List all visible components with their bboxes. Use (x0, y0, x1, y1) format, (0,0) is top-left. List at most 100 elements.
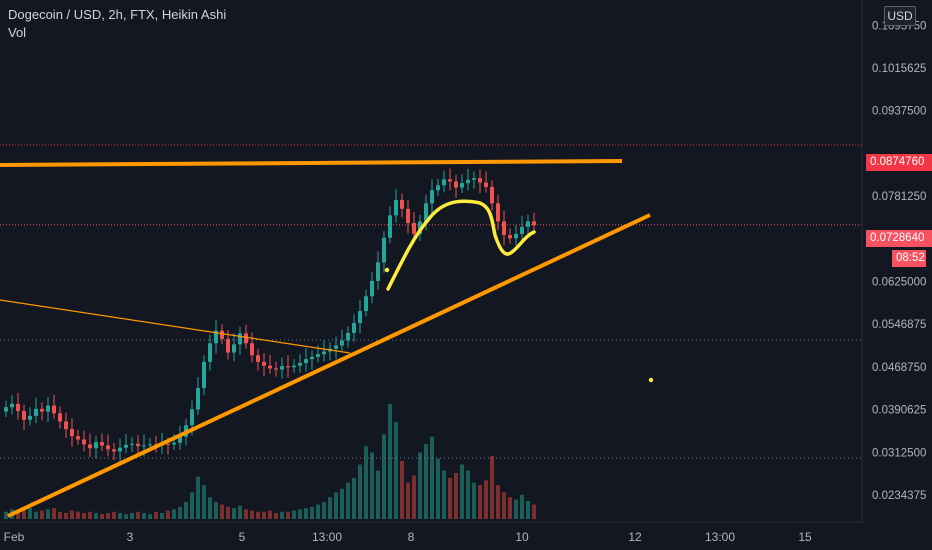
volume-bar (88, 511, 92, 519)
volume-bar (148, 514, 152, 519)
candle-body (46, 405, 50, 412)
yellow-dot (384, 267, 390, 273)
volume-bar (172, 509, 176, 519)
time-axis-tick-label: Feb (4, 530, 25, 544)
volume-bar (22, 510, 26, 519)
candle-body (502, 221, 506, 236)
candle-body (100, 442, 104, 446)
candle-body (214, 330, 218, 344)
symbol-title[interactable]: Dogecoin / USD, 2h, FTX, Heikin Ashi (8, 7, 227, 22)
candle-body (262, 361, 266, 366)
time-axis-tick-label: 5 (239, 530, 246, 544)
candle-body (76, 436, 80, 440)
volume-bar (412, 475, 416, 519)
time-axis-tick-label: 12 (628, 530, 642, 544)
price-axis-tick-label: 0.0625000 (872, 276, 926, 288)
candle-body (430, 190, 434, 204)
candle-body (358, 311, 362, 324)
yellow-dot (648, 377, 654, 383)
candle-body (322, 351, 326, 355)
volume-bars (4, 404, 536, 519)
candle-body (268, 365, 272, 369)
volume-bar (478, 485, 482, 519)
candle-body (40, 408, 44, 412)
trend-drawings (0, 159, 654, 518)
countdown-tag: 08:52 (892, 250, 926, 267)
price-axis-tick-label: 0.0937500 (872, 106, 926, 118)
volume-bar (232, 508, 236, 519)
volume-bar (280, 511, 284, 519)
volume-bar (238, 505, 242, 519)
price-axis-tick-label: 0.0390625 (872, 405, 926, 417)
volume-bar (340, 488, 344, 519)
candle-body (472, 178, 476, 180)
time-axis-tick-label: 3 (127, 530, 134, 544)
time-axis[interactable]: Feb 3 5 13:00 8 10 12 13:00 15 (4, 530, 812, 544)
candle-body (106, 445, 110, 450)
volume-bar (484, 480, 488, 519)
volume-bar (436, 458, 440, 519)
volume-bar (262, 511, 266, 519)
candle-body (286, 366, 290, 368)
candle-body (178, 436, 182, 443)
candle-body (22, 411, 26, 420)
volume-bar (214, 502, 218, 519)
volume-bar (406, 482, 410, 519)
volume-bar (250, 510, 254, 519)
volume-bar (256, 511, 260, 519)
candle-body (370, 280, 374, 297)
currency-button[interactable]: USD (884, 6, 916, 26)
candle-body (10, 403, 14, 408)
volume-bar (52, 508, 56, 519)
volume-bar (226, 506, 230, 519)
volume-bar (34, 511, 38, 519)
volume-bar (400, 460, 404, 519)
candle-body (388, 215, 392, 238)
volume-bar (322, 502, 326, 519)
price-axis-tick-label: 0.1015625 (872, 63, 926, 75)
volume-bar (502, 492, 506, 519)
volume-bar (124, 514, 128, 519)
candle-body (148, 444, 152, 446)
candle-body (496, 203, 500, 222)
volume-bar (64, 512, 68, 519)
candle-body (292, 365, 296, 368)
candle-body (244, 333, 248, 344)
volume-bar (94, 512, 98, 519)
price-axis-tick-label: 0.0468750 (872, 362, 926, 374)
candle-body (118, 447, 122, 452)
volume-bar (100, 514, 104, 519)
volume-bar (208, 497, 212, 519)
volume-bar (196, 476, 200, 519)
volume-bar (352, 477, 356, 519)
volume-bar (532, 504, 536, 519)
volume-bar (310, 506, 314, 519)
volume-bar (472, 482, 476, 519)
candle-body (382, 237, 386, 263)
volume-bar (454, 473, 458, 519)
volume-bar (328, 497, 332, 519)
volume-label[interactable]: Vol (8, 25, 27, 40)
volume-bar (190, 492, 194, 519)
candle-body (88, 444, 92, 449)
volume-bar (184, 502, 188, 519)
volume-bar (370, 452, 374, 519)
candle-body (484, 182, 488, 187)
candle-body (220, 330, 224, 339)
rising-support-trendline (7, 213, 651, 518)
candle-body (304, 359, 308, 363)
candle-body (250, 343, 254, 356)
candle-body (52, 405, 56, 414)
candle-body (352, 323, 356, 333)
volume-bar (424, 443, 428, 519)
candle-body (238, 333, 242, 345)
candle-body (412, 223, 416, 234)
volume-bar (46, 509, 50, 519)
candle-body (514, 233, 518, 239)
volume-bar (526, 500, 530, 519)
price-axis[interactable]: 0.10937500.10156250.09375000.07812500.06… (872, 20, 926, 502)
volume-bar (376, 470, 380, 519)
candle-body (448, 179, 452, 182)
volume-bar (316, 504, 320, 519)
